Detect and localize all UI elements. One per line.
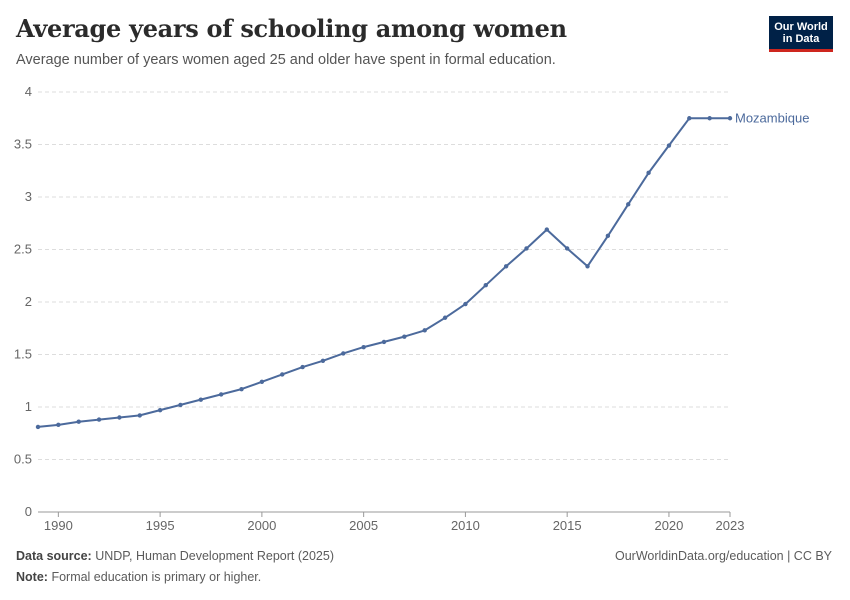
data-point[interactable] [341, 351, 346, 356]
x-tick-label: 2005 [349, 518, 378, 533]
source-label: Data source: [16, 549, 92, 563]
data-point[interactable] [239, 386, 244, 392]
chart-subtitle: Average number of years women aged 25 an… [16, 52, 556, 68]
series-label[interactable]: Mozambique [735, 110, 809, 125]
x-axis: 1990 1995 2000 2005 2010 2015 2020 2023 [38, 511, 745, 533]
data-point[interactable] [727, 116, 733, 121]
data-point[interactable] [76, 419, 81, 424]
x-tick-label: 2000 [247, 518, 276, 533]
data-point[interactable] [463, 301, 468, 307]
data-point[interactable] [35, 424, 41, 430]
x-tick-label: 2015 [553, 518, 582, 533]
y-tick-label: 0.5 [14, 452, 32, 467]
note-text: Formal education is primary or higher. [51, 570, 262, 584]
logo-line-1: Our World [774, 21, 828, 33]
y-tick-label: 3.5 [14, 137, 32, 152]
data-point[interactable] [218, 392, 224, 397]
source-text[interactable]: UNDP, Human Development Report (2025) [95, 549, 334, 563]
data-point[interactable] [524, 246, 529, 251]
source-url-link[interactable]: OurWorldinData.org/education | CC BY [614, 549, 832, 563]
y-tick-label: 3 [25, 189, 32, 204]
data-point[interactable] [626, 202, 631, 207]
data-point[interactable] [442, 315, 448, 320]
data-point[interactable] [56, 422, 61, 428]
y-axis-ticks: 0 0.5 1 1.5 2 2.5 3 3.5 4 [14, 84, 32, 519]
x-tick-label: 1995 [146, 518, 175, 533]
series-group: Mozambique [35, 110, 809, 430]
logo-line-2: in Data [782, 33, 820, 45]
y-tick-label: 0 [25, 504, 32, 519]
data-point[interactable] [117, 415, 122, 420]
data-point[interactable] [137, 413, 142, 418]
data-point[interactable] [503, 264, 509, 269]
data-point[interactable] [259, 379, 265, 384]
series-line[interactable] [37, 117, 730, 428]
data-point[interactable] [320, 358, 326, 363]
y-tick-label: 4 [25, 84, 32, 99]
owid-logo[interactable]: Our World in Data [769, 16, 833, 52]
grid-lines [38, 91, 730, 460]
data-point[interactable] [402, 334, 407, 339]
y-tick-label: 2.5 [14, 242, 32, 257]
x-tick-label: 2020 [654, 518, 683, 533]
data-point[interactable] [666, 143, 672, 148]
y-tick-label: 1 [25, 399, 32, 414]
x-tick-label: 1990 [44, 518, 73, 533]
chart-note: Note: Formal education is primary or hig… [16, 570, 261, 584]
data-point[interactable] [483, 283, 488, 288]
data-point[interactable] [381, 339, 387, 345]
note-label: Note: [16, 570, 48, 584]
y-tick-label: 1.5 [14, 347, 32, 362]
data-point[interactable] [96, 417, 102, 422]
data-point[interactable] [422, 328, 427, 333]
x-tick-label: 2010 [451, 518, 480, 533]
data-source: Data source: UNDP, Human Development Rep… [16, 549, 334, 563]
x-tick-label: 2023 [716, 518, 745, 533]
data-point[interactable] [198, 397, 204, 402]
chart-title: Average years of schooling among women [16, 14, 567, 43]
data-point[interactable] [544, 227, 550, 232]
data-point[interactable] [646, 170, 651, 176]
data-point[interactable] [361, 344, 366, 350]
data-point[interactable] [687, 116, 692, 121]
y-tick-label: 2 [25, 294, 32, 309]
data-point[interactable] [585, 264, 590, 269]
data-point[interactable] [564, 246, 570, 251]
data-point[interactable] [300, 364, 305, 370]
data-point[interactable] [178, 402, 183, 408]
data-point[interactable] [605, 233, 611, 239]
data-point[interactable] [157, 407, 163, 413]
data-point[interactable] [280, 372, 285, 377]
data-point[interactable] [707, 116, 712, 121]
